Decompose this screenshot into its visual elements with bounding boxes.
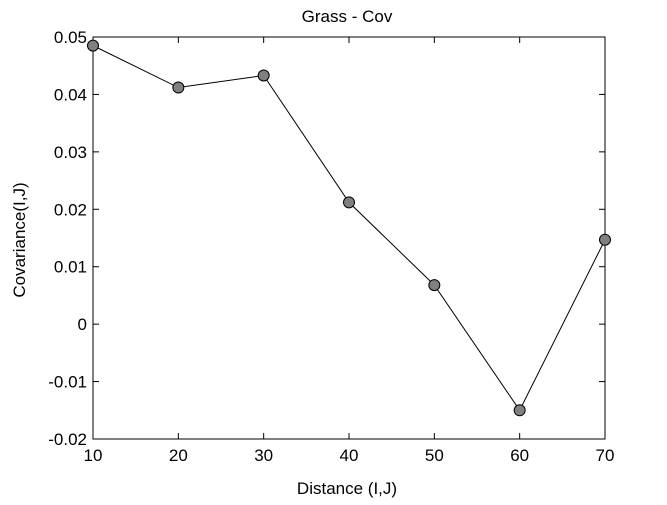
- x-tick-label: 20: [169, 446, 188, 465]
- y-tick-label: 0.01: [54, 258, 87, 277]
- x-tick-label: 30: [254, 446, 273, 465]
- y-tick-label: 0.02: [54, 200, 87, 219]
- data-point: [513, 404, 526, 417]
- y-tick-label: -0.01: [48, 373, 87, 392]
- x-axis-label: Distance (I,J): [297, 479, 397, 498]
- y-axis-label: Covariance(I,J): [10, 182, 29, 297]
- plot-area: 10 20 30 40 50 60 70 0.05 0.04 0.03 0.02 0.01 0 -0.01…: [48, 28, 614, 465]
- y-tick-label: 0.03: [54, 143, 87, 162]
- x-tick-label: 70: [596, 446, 615, 465]
- x-tick-label: 10: [84, 446, 103, 465]
- data-point: [428, 279, 441, 292]
- y-tick-label: 0.04: [54, 85, 87, 104]
- y-tick-label: 0.05: [54, 28, 87, 47]
- data-point: [172, 81, 185, 94]
- x-tick-label: 60: [510, 446, 529, 465]
- data-point: [87, 39, 99, 52]
- x-tick-label: 50: [425, 446, 444, 465]
- chart-title: Grass - Cov: [302, 7, 393, 26]
- data-point: [257, 69, 270, 82]
- data-point: [343, 196, 355, 209]
- y-tick-label: 0: [78, 315, 87, 334]
- data-point: [599, 233, 611, 246]
- y-tick-label: -0.02: [48, 430, 87, 449]
- x-tick-label: 40: [340, 446, 359, 465]
